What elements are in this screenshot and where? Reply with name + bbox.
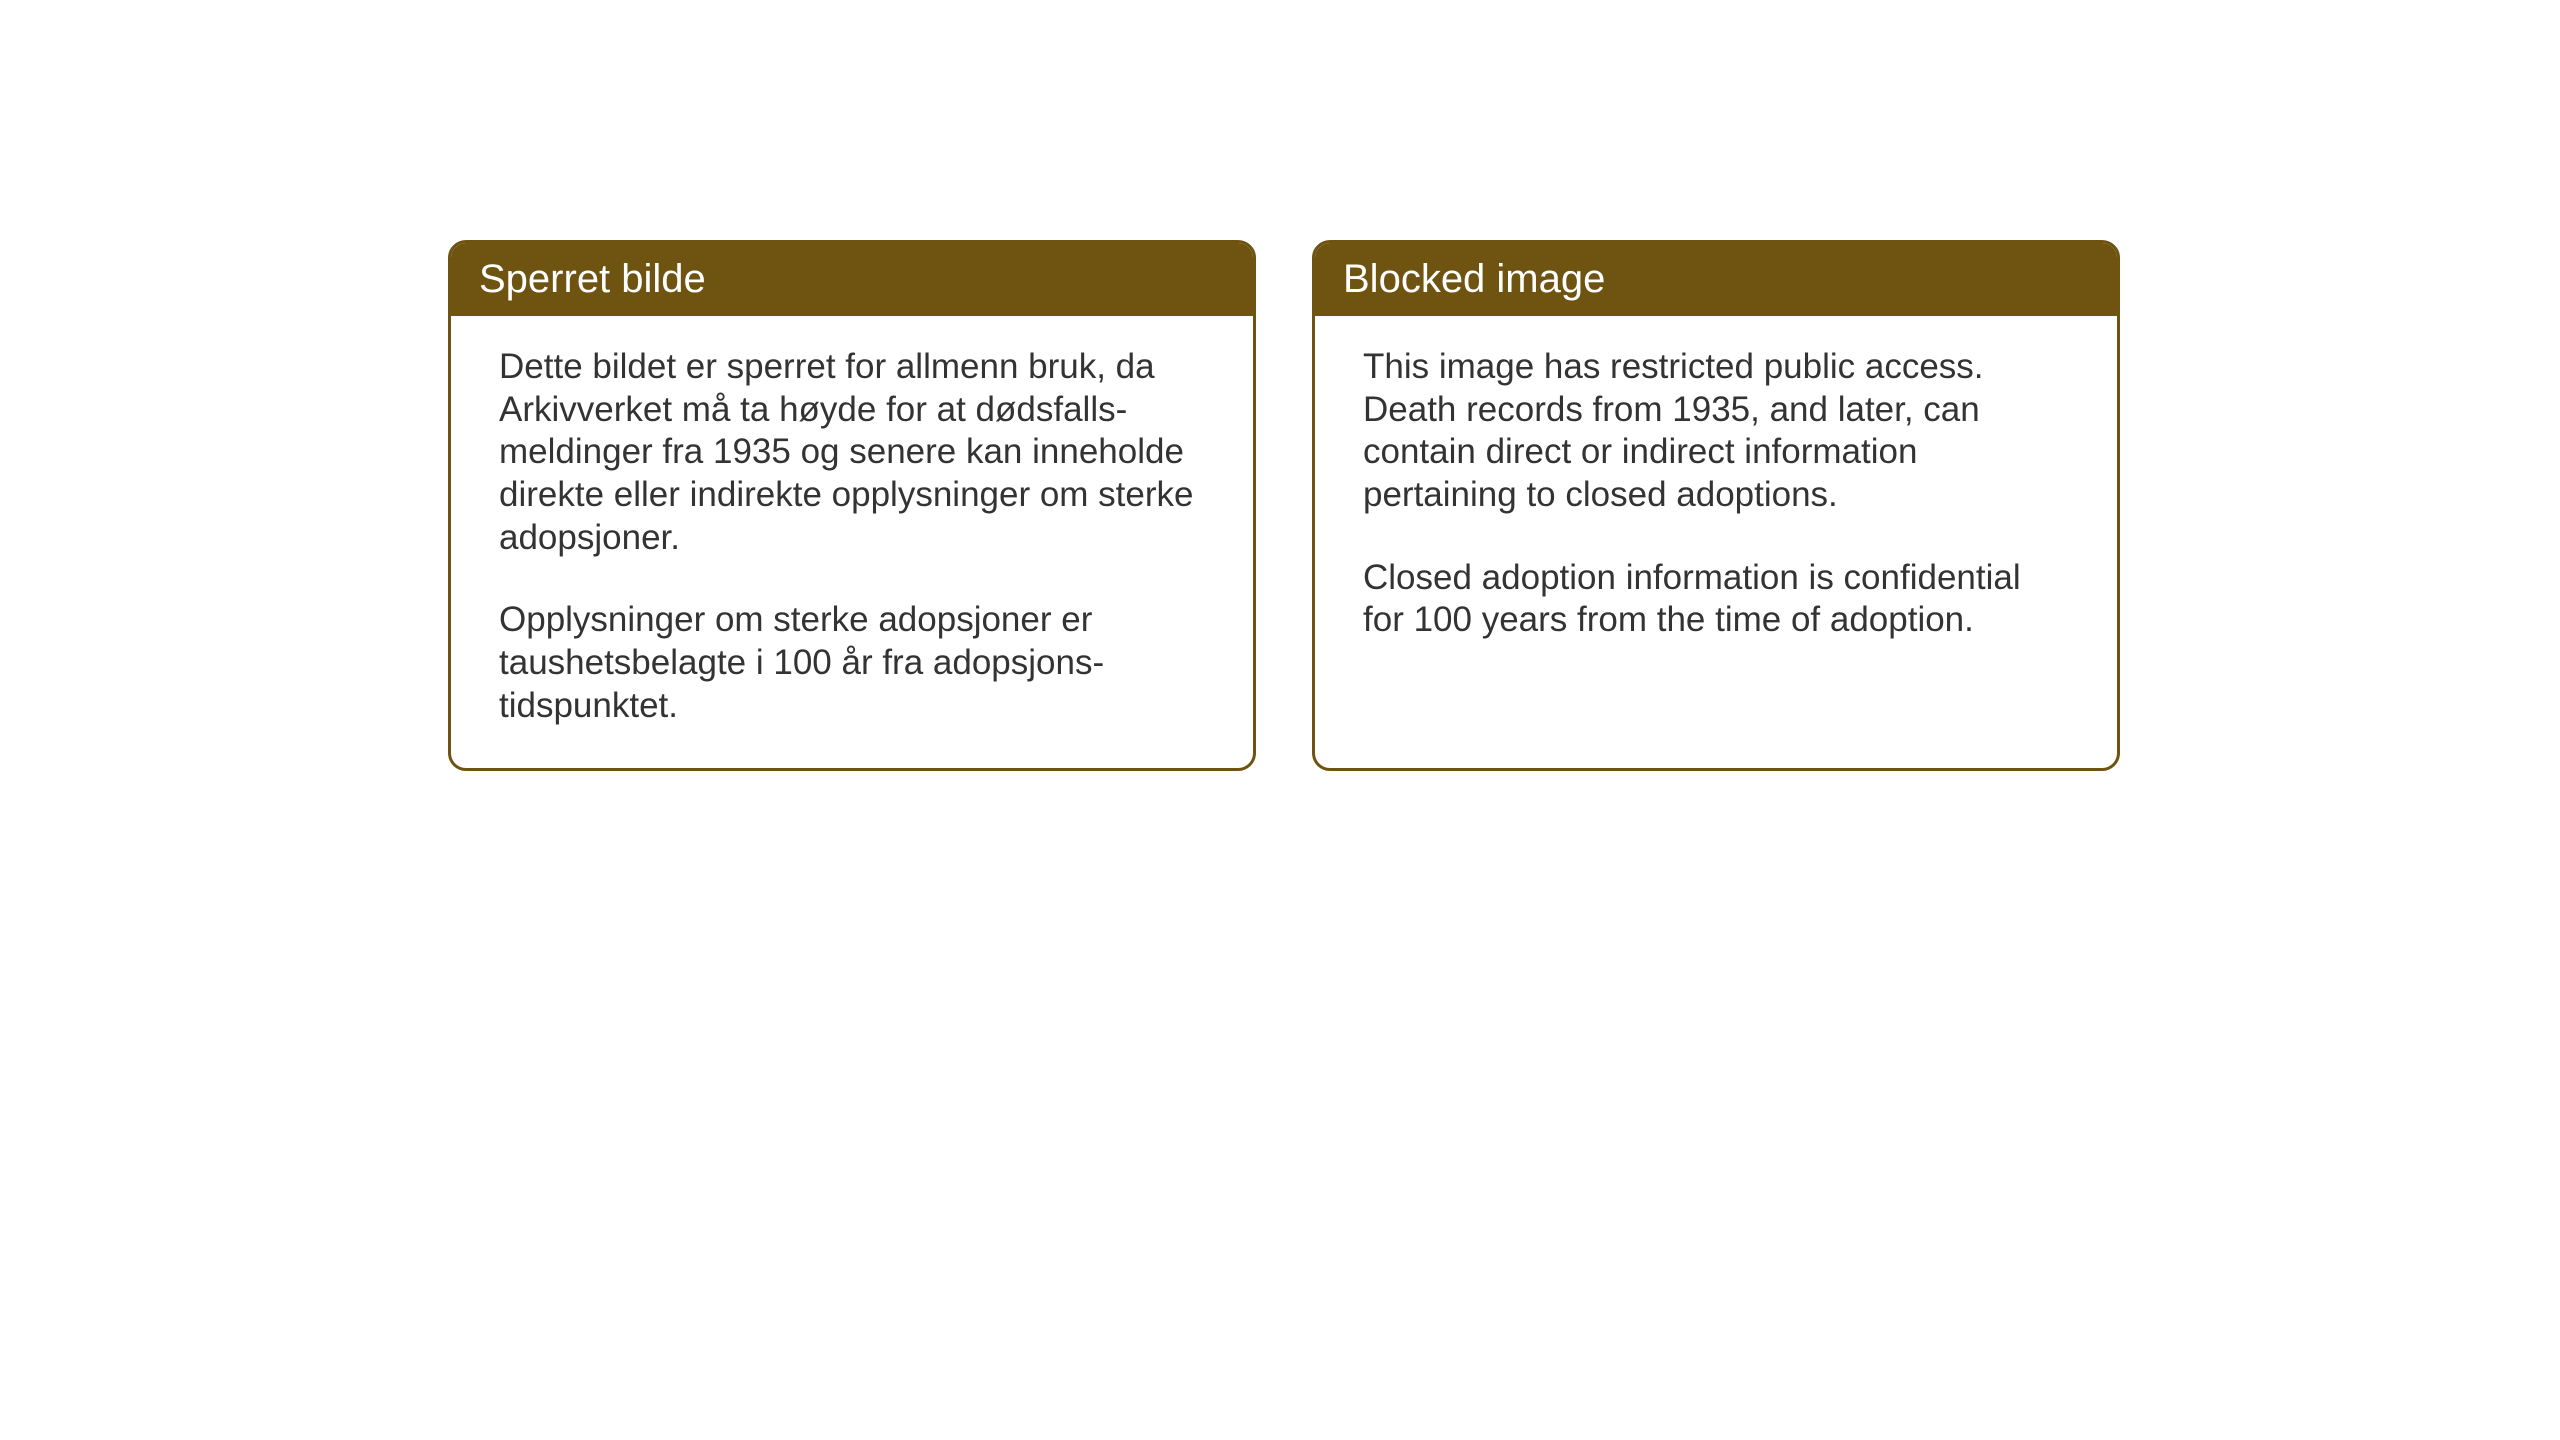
norwegian-card-header: Sperret bilde xyxy=(451,243,1253,316)
english-paragraph-2: Closed adoption information is confident… xyxy=(1363,557,2069,642)
english-notice-card: Blocked image This image has restricted … xyxy=(1312,240,2120,771)
english-title: Blocked image xyxy=(1343,257,1605,301)
norwegian-paragraph-2: Opplysninger om sterke adopsjoner er tau… xyxy=(499,599,1205,727)
norwegian-card-body: Dette bildet er sperret for allmenn bruk… xyxy=(451,316,1253,768)
english-paragraph-1: This image has restricted public access.… xyxy=(1363,346,2069,517)
norwegian-notice-card: Sperret bilde Dette bildet er sperret fo… xyxy=(448,240,1256,771)
english-card-body: This image has restricted public access.… xyxy=(1315,316,2117,682)
norwegian-paragraph-1: Dette bildet er sperret for allmenn bruk… xyxy=(499,346,1205,559)
norwegian-title: Sperret bilde xyxy=(479,257,706,301)
notice-container: Sperret bilde Dette bildet er sperret fo… xyxy=(448,240,2120,771)
english-card-header: Blocked image xyxy=(1315,243,2117,316)
